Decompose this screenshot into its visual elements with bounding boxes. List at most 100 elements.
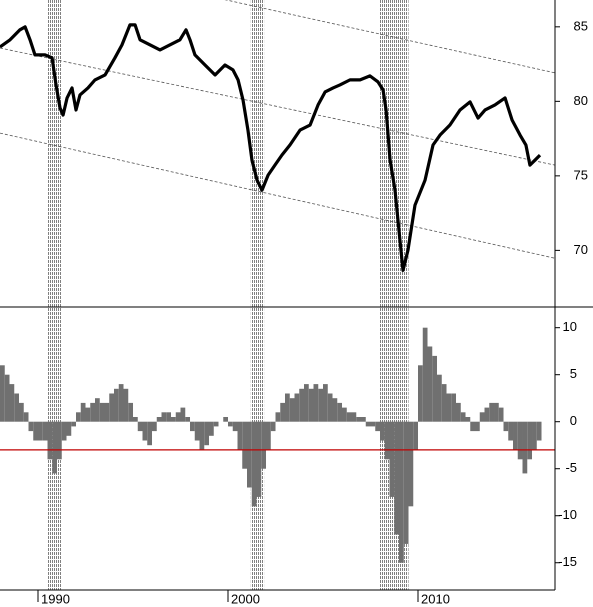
bar: [213, 421, 219, 427]
bar: [460, 412, 466, 422]
bar: [313, 384, 319, 422]
bar: [137, 421, 143, 432]
bar: [432, 355, 438, 422]
bar: [270, 421, 276, 432]
bar: [275, 412, 281, 422]
x-tick-label: 1990: [41, 591, 70, 606]
bar: [532, 421, 537, 450]
bar: [299, 388, 305, 422]
data-line: [0, 23, 542, 272]
bar: [204, 421, 210, 446]
bar: [251, 421, 257, 507]
bar: [308, 388, 314, 422]
y-tick-label: 75: [574, 167, 588, 182]
bar: [209, 421, 214, 436]
bar: [418, 365, 423, 422]
bar: [527, 421, 533, 460]
bar: [199, 421, 205, 450]
bar: [389, 421, 395, 497]
bar: [118, 384, 124, 422]
bar: [223, 417, 229, 422]
bar: [370, 421, 376, 427]
bar: [503, 421, 509, 432]
bar: [394, 421, 400, 535]
bar: [99, 402, 105, 422]
bar: [38, 421, 43, 441]
bar: [536, 421, 542, 441]
bar: [261, 421, 267, 469]
bar: [508, 421, 514, 441]
bar: [95, 398, 100, 422]
bar: [66, 421, 72, 436]
panel-plot: [0, 307, 555, 590]
bar: [47, 421, 53, 460]
bar: [337, 402, 343, 422]
bar: [380, 421, 385, 441]
bar: [14, 393, 20, 422]
bar: [19, 402, 24, 422]
bar: [513, 421, 518, 450]
y-tick-label: -5: [565, 460, 577, 475]
bar: [365, 421, 371, 427]
x-tick-label: 2000: [231, 591, 260, 606]
bar: [465, 417, 471, 422]
bar: [71, 421, 77, 427]
bar: [413, 421, 419, 450]
bar: [61, 421, 67, 441]
bar: [123, 388, 129, 422]
shaded-period: [379, 0, 409, 307]
bar: [266, 421, 271, 450]
bar: [185, 417, 191, 422]
bar: [403, 421, 409, 544]
bar: [470, 421, 476, 432]
bar: [484, 407, 490, 422]
y-tick-label: 0: [570, 413, 577, 428]
bar: [351, 412, 357, 422]
bar: [142, 421, 148, 441]
bar: [42, 421, 48, 441]
bar: [422, 327, 428, 422]
x-tick-label: 2010: [421, 591, 450, 606]
bar: [475, 421, 480, 432]
y-tick-label: 70: [574, 242, 588, 257]
shaded-period: [47, 0, 62, 307]
bar: [285, 393, 290, 422]
bar: [498, 407, 504, 422]
bar: [156, 417, 162, 422]
panel-plot: [0, 0, 555, 307]
bar: [346, 412, 352, 422]
trend-line: [0, 132, 555, 259]
bar: [427, 346, 433, 422]
bar: [356, 417, 362, 422]
bar: [23, 412, 29, 422]
bar: [289, 398, 295, 422]
bar: [456, 402, 461, 422]
y-tick-label: 80: [574, 93, 588, 108]
bar: [76, 412, 81, 422]
bar: [128, 402, 134, 422]
bar: [190, 421, 195, 432]
bar: [0, 365, 5, 422]
y-tick-label: -10: [558, 507, 577, 522]
bar: [294, 393, 300, 422]
bar: [408, 421, 414, 507]
bar: [361, 417, 366, 422]
trend-line: [0, 47, 555, 166]
bar: [247, 421, 252, 488]
bar: [517, 421, 523, 460]
bar: [147, 421, 153, 446]
bar: [52, 421, 58, 474]
bar: [114, 388, 119, 422]
bar: [175, 412, 181, 422]
y-tick-label: 5: [570, 366, 577, 381]
bar: [133, 417, 138, 422]
shaded-period: [250, 0, 265, 307]
trend-line: [224, 0, 555, 74]
bar: [242, 421, 248, 469]
bar: [4, 374, 10, 422]
bar: [232, 421, 238, 432]
bar: [90, 402, 96, 422]
bar: [375, 421, 381, 432]
bar: [180, 407, 186, 422]
